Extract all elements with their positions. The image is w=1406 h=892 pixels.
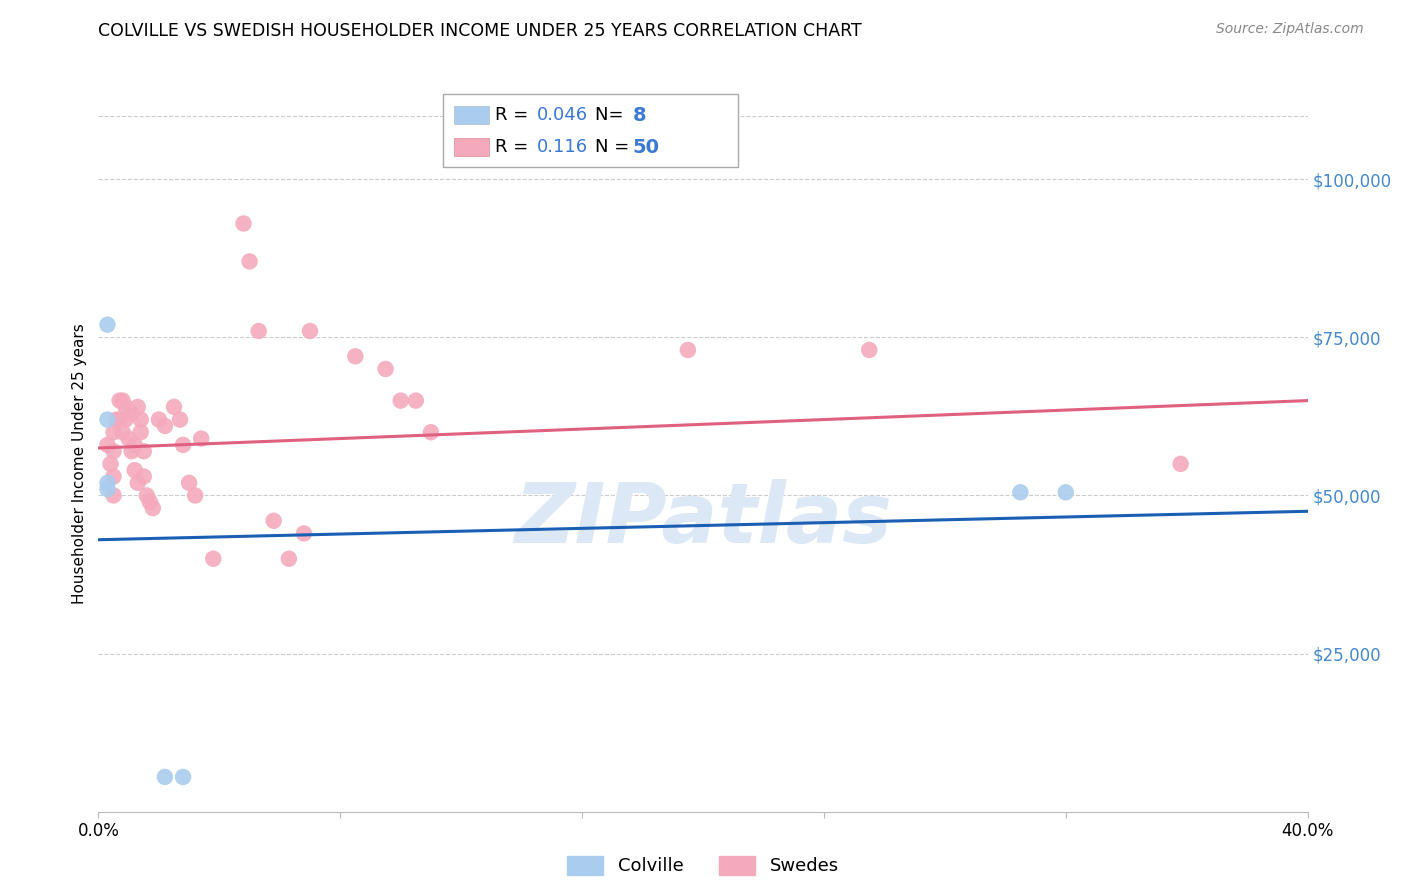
Point	[292, 526, 315, 541]
Point	[232, 217, 254, 231]
Point	[389, 393, 412, 408]
Text: N=: N=	[595, 106, 628, 124]
Point	[135, 488, 157, 502]
Point	[132, 444, 155, 458]
Point	[184, 488, 207, 502]
Point	[405, 393, 427, 408]
Point	[172, 770, 194, 784]
Point	[239, 254, 262, 268]
Point	[108, 393, 131, 408]
Point	[277, 551, 299, 566]
Point	[148, 412, 170, 426]
Text: COLVILLE VS SWEDISH HOUSEHOLDER INCOME UNDER 25 YEARS CORRELATION CHART: COLVILLE VS SWEDISH HOUSEHOLDER INCOME U…	[98, 22, 862, 40]
Point	[169, 412, 191, 426]
Point	[103, 425, 125, 440]
Point	[1010, 485, 1032, 500]
Point	[103, 444, 125, 458]
Point	[172, 438, 194, 452]
Point	[142, 501, 165, 516]
Point	[858, 343, 880, 357]
Point	[129, 412, 152, 426]
Point	[96, 475, 118, 490]
Point	[121, 444, 143, 458]
Point	[247, 324, 270, 338]
Point	[100, 457, 122, 471]
Point	[127, 475, 149, 490]
Y-axis label: Householder Income Under 25 years: Householder Income Under 25 years	[72, 324, 87, 604]
Point	[129, 425, 152, 440]
Point	[139, 495, 162, 509]
Point	[111, 425, 134, 440]
Point	[124, 463, 146, 477]
Point	[676, 343, 699, 357]
Point	[96, 482, 118, 496]
Point	[163, 400, 186, 414]
Point	[121, 406, 143, 420]
Point	[114, 412, 136, 426]
Point	[132, 469, 155, 483]
Point	[420, 425, 443, 440]
Point	[103, 488, 125, 502]
Point	[103, 469, 125, 483]
Point	[179, 475, 201, 490]
Point	[96, 412, 118, 426]
Point	[114, 400, 136, 414]
Point	[105, 412, 128, 426]
Point	[96, 318, 118, 332]
Point	[263, 514, 285, 528]
Text: 0.116: 0.116	[537, 138, 588, 156]
Text: ZIPatlas: ZIPatlas	[515, 479, 891, 560]
Point	[153, 770, 176, 784]
Point	[202, 551, 225, 566]
Point	[118, 432, 141, 446]
Point	[111, 393, 134, 408]
Text: 8: 8	[633, 105, 647, 125]
Point	[374, 362, 396, 376]
Text: 0.046: 0.046	[537, 106, 588, 124]
Point	[190, 432, 212, 446]
Point	[153, 418, 176, 433]
Point	[299, 324, 322, 338]
Point	[124, 438, 146, 452]
Point	[96, 438, 118, 452]
Point	[1054, 485, 1077, 500]
Legend: Colville, Swedes: Colville, Swedes	[560, 849, 846, 883]
Text: R =: R =	[495, 138, 540, 156]
Text: N =: N =	[595, 138, 634, 156]
Point	[127, 400, 149, 414]
Text: Source: ZipAtlas.com: Source: ZipAtlas.com	[1216, 22, 1364, 37]
Point	[1170, 457, 1192, 471]
Text: 50: 50	[633, 137, 659, 157]
Point	[344, 349, 367, 363]
Text: R =: R =	[495, 106, 534, 124]
Point	[108, 412, 131, 426]
